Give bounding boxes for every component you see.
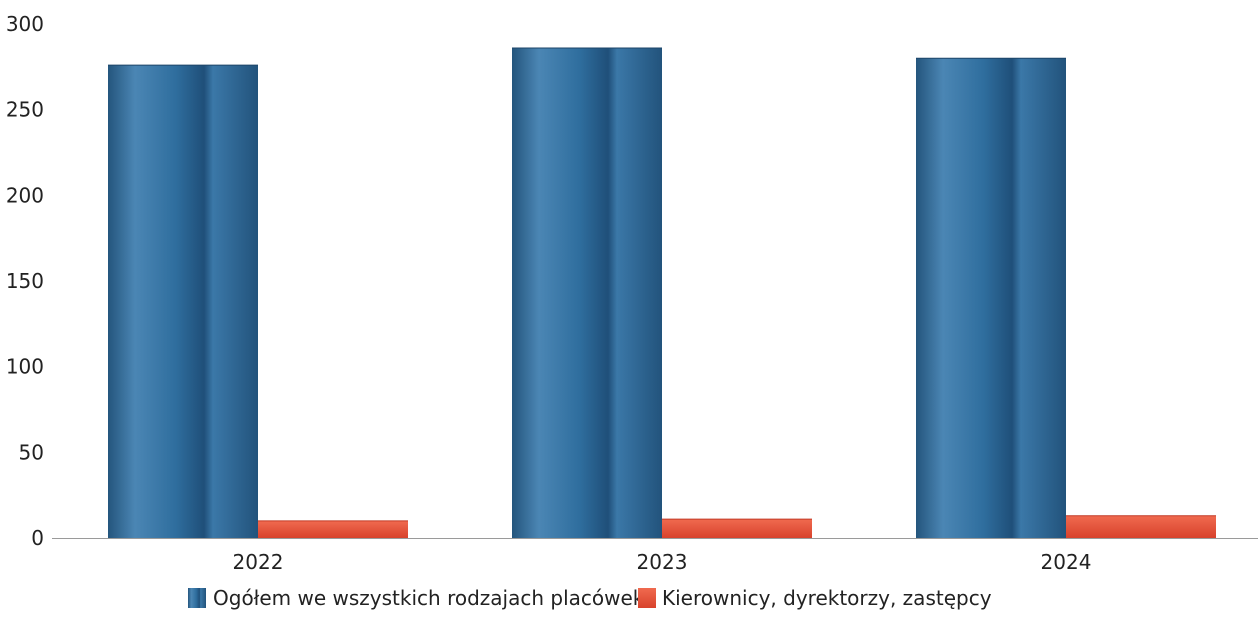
bar-ogolem (108, 65, 258, 539)
legend: Ogółem we wszystkich rodzajach placówek K… (188, 586, 992, 610)
x-tick-label: 2023 (637, 550, 688, 574)
bar-kierownicy (1066, 515, 1216, 538)
legend-swatch-ogolem (188, 588, 206, 608)
y-tick-label: 100 (6, 355, 44, 379)
y-axis: 0 50 100 150 200 250 300 (6, 12, 44, 550)
legend-swatch-kierownicy (638, 588, 656, 608)
bars (108, 47, 1216, 539)
x-tick-label: 2024 (1041, 550, 1092, 574)
bar-kierownicy (258, 520, 408, 538)
legend-label-ogolem: Ogółem we wszystkich rodzajach placówek (213, 586, 645, 610)
y-tick-label: 0 (31, 526, 44, 550)
y-tick-label: 300 (6, 12, 44, 36)
x-tick-label: 2022 (233, 550, 284, 574)
x-axis: 2022 2023 2024 (233, 550, 1092, 574)
y-tick-label: 250 (6, 98, 44, 122)
legend-label-kierownicy: Kierownicy, dyrektorzy, zastępcy (662, 586, 992, 610)
y-tick-label: 50 (19, 440, 44, 464)
bar-ogolem (512, 47, 662, 539)
bar-kierownicy (662, 519, 812, 538)
bar-ogolem (916, 58, 1066, 539)
y-tick-label: 150 (6, 269, 44, 293)
y-tick-label: 200 (6, 183, 44, 207)
